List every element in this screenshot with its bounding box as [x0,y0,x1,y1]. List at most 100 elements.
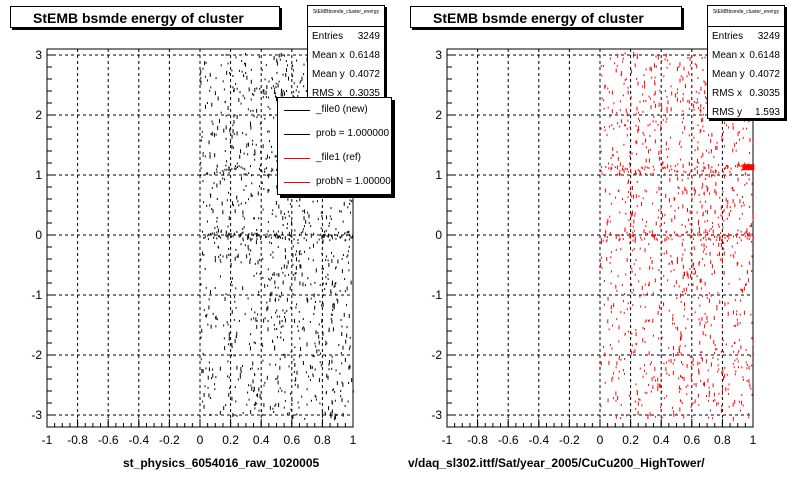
data-point [253,403,255,406]
data-point [256,319,258,322]
data-point [272,340,274,343]
data-point [709,409,711,412]
data-point [746,364,748,367]
data-point [684,345,686,348]
data-point [278,80,280,83]
data-point [705,245,707,248]
data-point [642,326,644,329]
data-point [705,101,707,104]
data-point [238,235,240,238]
data-point [283,406,285,409]
data-point [251,238,253,241]
data-point [649,231,651,234]
data-point [253,115,255,118]
data-point [643,168,645,171]
data-point [728,232,730,235]
data-point [687,384,689,387]
data-point [649,265,651,270]
data-point [291,232,293,235]
data-point [670,136,672,139]
data-point [277,83,279,88]
data-point [645,158,647,163]
data-point [603,280,605,283]
data-point [714,188,716,193]
data-point [658,337,660,340]
data-point [736,233,738,236]
data-point [205,367,207,370]
data-point [603,303,605,306]
data-point [685,327,687,330]
data-point [303,327,305,332]
data-point [700,86,702,91]
data-point [204,236,206,239]
data-point [261,342,263,345]
data-point [209,290,211,295]
data-point [698,261,700,266]
data-point [328,327,330,332]
data-point [297,401,299,404]
data-point [732,187,734,192]
data-point [712,222,714,225]
data-point [716,305,718,308]
data-point [693,108,695,111]
data-point [721,257,723,262]
data-point [311,367,313,370]
data-point [328,363,330,366]
data-point [600,405,602,408]
data-point [280,331,282,334]
data-point [744,235,746,238]
data-point [252,234,254,237]
legend-box: _file0 (new) prob = 1.000000 _file1 (ref… [277,97,392,195]
data-point [305,232,307,235]
data-point [262,344,264,347]
data-point [705,359,707,364]
data-point [235,400,237,403]
data-point [262,208,264,211]
data-point [619,173,621,176]
data-point [680,293,682,298]
data-point [639,100,641,103]
data-point [321,362,323,365]
data-point [715,145,717,150]
data-point [295,377,297,382]
data-point [344,278,346,281]
data-point [247,108,249,111]
data-point [649,363,651,366]
data-point [714,270,716,273]
data-point [634,238,636,241]
data-point [722,388,724,391]
data-point [731,245,733,248]
data-point [339,210,341,213]
data-point [693,136,695,139]
data-point [739,313,741,316]
data-point [621,283,623,286]
data-point [285,60,287,63]
data-point [273,116,275,119]
data-point [277,230,279,233]
data-point [274,155,276,158]
data-point [710,238,712,241]
data-point [311,366,313,369]
data-point [335,267,337,270]
data-point [601,172,603,175]
data-point [334,413,336,416]
data-point [233,133,235,136]
data-point [651,76,653,79]
data-point [220,236,222,239]
data-point [709,251,711,256]
data-point [673,410,675,413]
data-point [607,87,609,90]
data-point [290,350,292,353]
data-point [637,411,639,416]
data-point [315,398,317,401]
data-point [660,127,662,132]
data-point [238,165,240,168]
data-point [618,377,620,380]
data-point [648,351,650,356]
data-point [645,232,647,237]
data-point [701,120,703,123]
data-point [694,311,696,314]
data-point [671,406,673,409]
data-point [209,413,211,416]
data-point [262,89,264,94]
